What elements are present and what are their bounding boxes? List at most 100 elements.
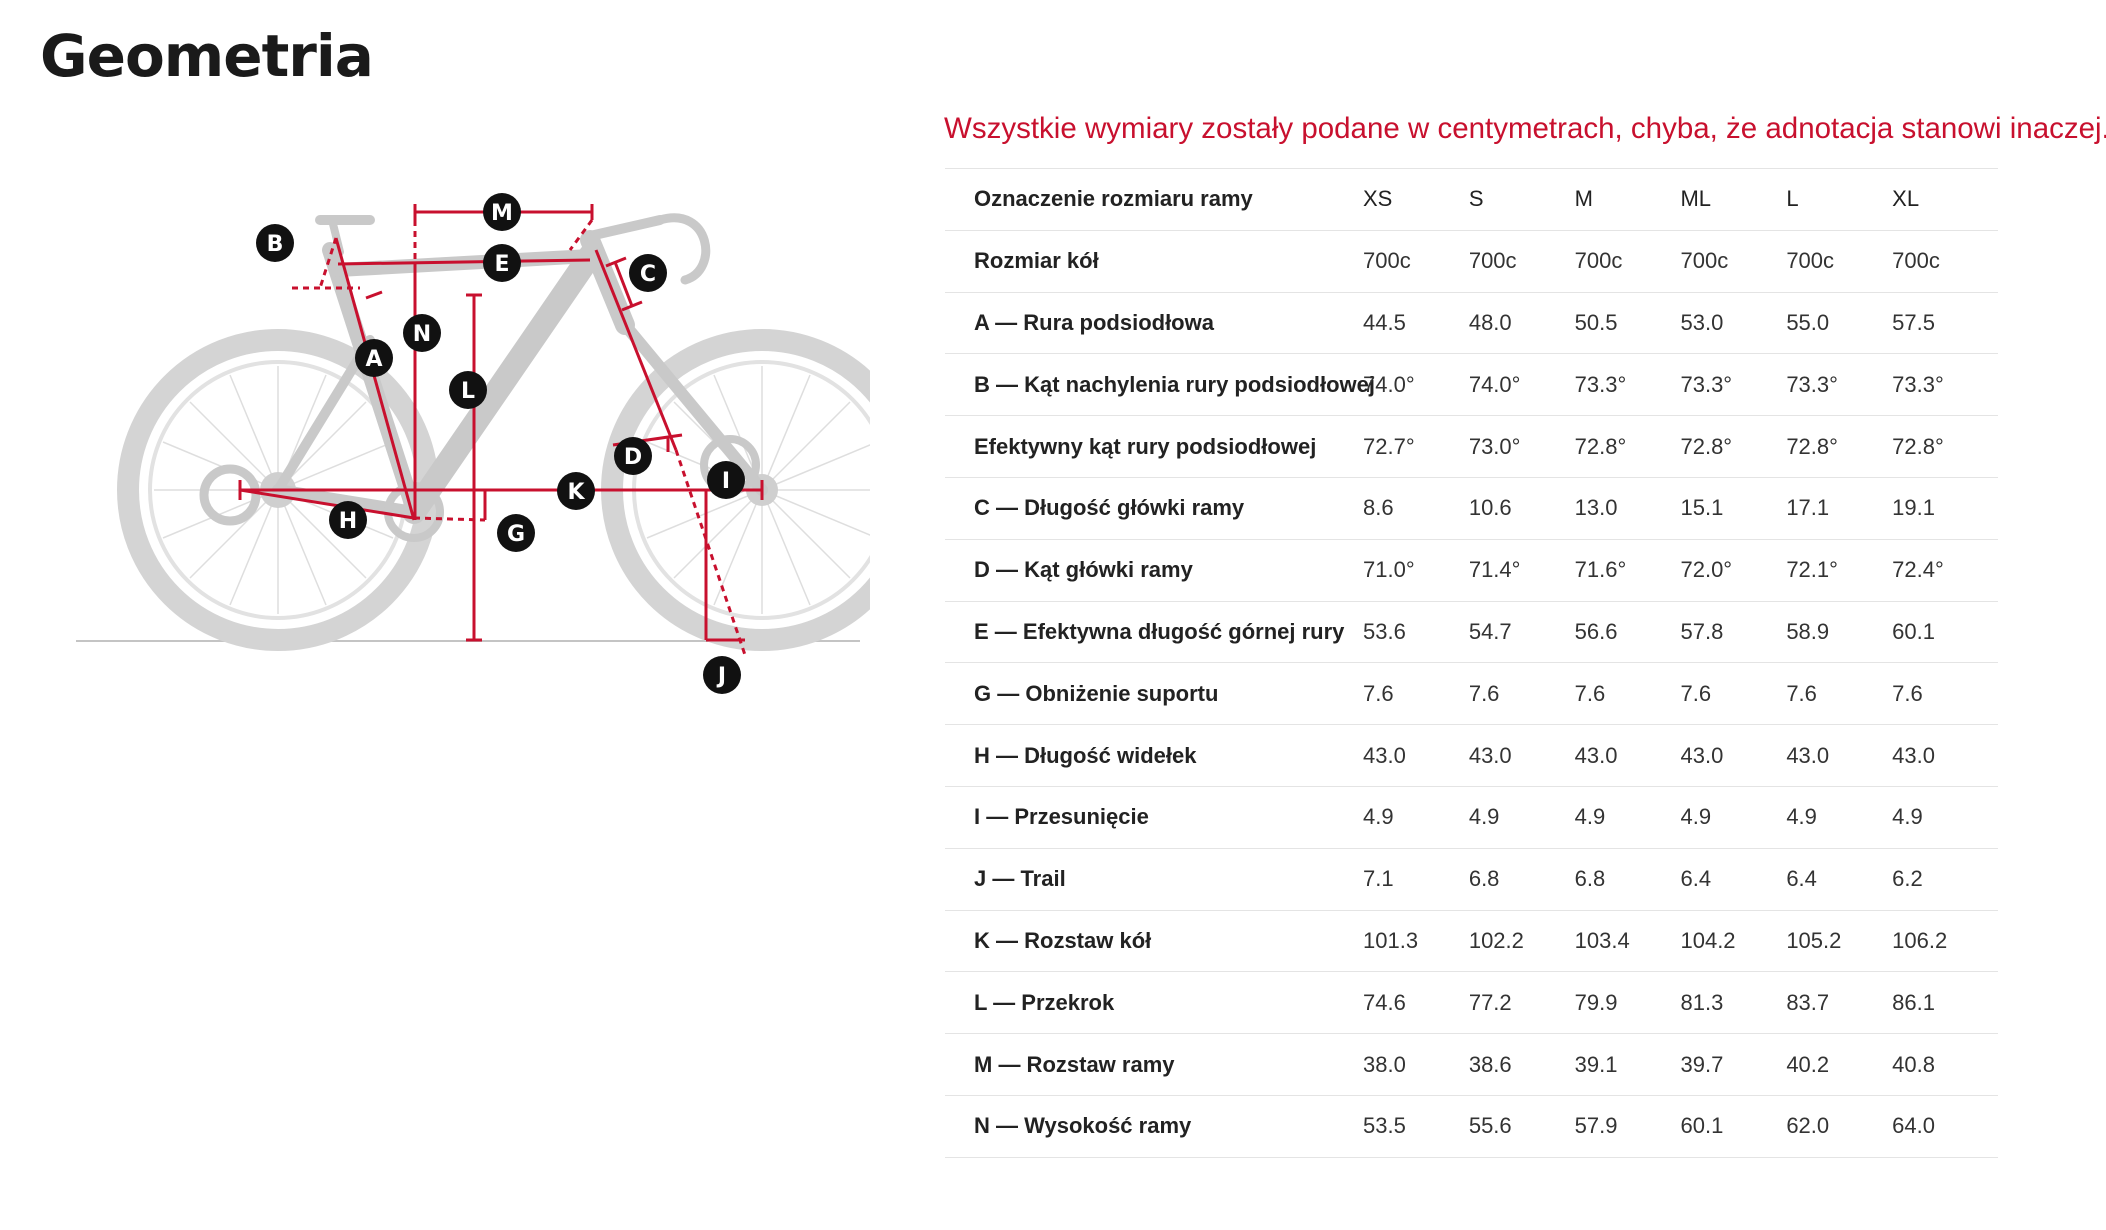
measurement-value: 7.6 <box>1574 662 1681 725</box>
measurement-value: 64.0 <box>1892 1094 1998 1158</box>
table-row: L — Przekrok 74.6 77.2 79.9 81.3 83.7 86.1 <box>945 971 1998 1034</box>
measurement-value: 58.9 <box>1786 600 1893 663</box>
page-title: Geometria <box>40 22 374 90</box>
measurement-label: K — Rozstaw kół <box>945 909 1363 972</box>
measurement-value: 60.1 <box>1892 600 1998 663</box>
measurement-value: 7.6 <box>1468 662 1575 725</box>
table-row: J — Trail 7.1 6.8 6.8 6.4 6.4 6.2 <box>945 847 1998 911</box>
measurement-value: 4.9 <box>1786 785 1893 849</box>
measurement-value: 60.1 <box>1680 1094 1787 1158</box>
measurement-value: 700c <box>1786 229 1893 293</box>
measurement-value: 73.3° <box>1786 353 1893 416</box>
measurement-label: C — Długość główki ramy <box>945 476 1363 540</box>
measurement-value: 53.0 <box>1680 291 1787 354</box>
measurement-value: 83.7 <box>1786 971 1893 1034</box>
measurement-label: H — Długość widełek <box>945 724 1363 787</box>
measurement-value: 106.2 <box>1892 909 1998 972</box>
measurement-label: J — Trail <box>945 847 1363 911</box>
measurement-value: 700c <box>1680 229 1787 293</box>
measurement-value: 86.1 <box>1892 971 1998 1034</box>
measurement-value: 71.4° <box>1468 538 1575 602</box>
measurement-value: 53.5 <box>1363 1094 1469 1158</box>
measurement-value: 700c <box>1468 229 1575 293</box>
table-row: H — Długość widełek 43.0 43.0 43.0 43.0 43.0 4… <box>945 724 1998 787</box>
bike-geometry-diagram: M B E C N A L D I K H G J <box>76 193 870 694</box>
measurement-value: 7.1 <box>1363 847 1469 911</box>
svg-text:G: G <box>507 522 525 547</box>
measurement-value: 102.2 <box>1468 909 1575 972</box>
measurement-value: 4.9 <box>1363 785 1469 849</box>
measurement-value: 73.3° <box>1892 353 1998 416</box>
table-row: B — Kąt nachylenia rury podsiodłowej 74.0… <box>945 353 1998 416</box>
measurement-value: 72.8° <box>1574 415 1681 478</box>
measurement-label: A — Rura podsiodłowa <box>945 291 1363 354</box>
size-header: ML <box>1680 168 1787 231</box>
measurement-value: 43.0 <box>1363 724 1469 787</box>
svg-text:N: N <box>413 322 431 347</box>
measurement-value: 15.1 <box>1680 476 1787 540</box>
measurement-value: 7.6 <box>1786 662 1893 725</box>
measurement-value: 40.8 <box>1892 1033 1998 1096</box>
measurement-value: 73.3° <box>1574 353 1681 416</box>
size-header: M <box>1574 168 1681 231</box>
units-note: Wszystkie wymiary zostały podane w centy… <box>944 112 2106 145</box>
svg-text:L: L <box>461 379 475 404</box>
svg-text:A: A <box>365 347 382 372</box>
measurement-value: 101.3 <box>1363 909 1469 972</box>
measurement-value: 39.1 <box>1574 1033 1681 1096</box>
svg-text:E: E <box>494 252 509 277</box>
marker-g: G <box>497 514 535 552</box>
table-row: N — Wysokość ramy 53.5 55.6 57.9 60.1 62.0 64.… <box>945 1094 1998 1158</box>
measurement-value: 19.1 <box>1892 476 1998 540</box>
measurement-value: 72.7° <box>1363 415 1469 478</box>
measurement-value: 104.2 <box>1680 909 1787 972</box>
geometry-table-body: Rozmiar kół 700c 700c 700c 700c 700c 700c A — R… <box>945 229 1998 1158</box>
measurement-value: 43.0 <box>1468 724 1575 787</box>
measurement-value: 73.3° <box>1680 353 1787 416</box>
measurement-value: 71.6° <box>1574 538 1681 602</box>
marker-i: I <box>707 461 745 499</box>
measurement-value: 39.7 <box>1680 1033 1787 1096</box>
measurement-value: 40.2 <box>1786 1033 1893 1096</box>
marker-h: H <box>329 501 367 539</box>
table-row: K — Rozstaw kół 101.3 102.2 103.4 104.2 105.2… <box>945 909 1998 972</box>
table-header-row: Oznaczenie rozmiaru ramy XS S M ML L XL <box>945 168 1998 231</box>
size-header: XS <box>1363 168 1469 231</box>
measurement-label: G — Obniżenie suportu <box>945 662 1363 725</box>
size-header: L <box>1786 168 1893 231</box>
measurement-value: 74.0° <box>1363 353 1469 416</box>
marker-b: B <box>256 224 294 262</box>
measurement-label: N — Wysokość ramy <box>945 1094 1363 1158</box>
measurement-value: 13.0 <box>1574 476 1681 540</box>
marker-k: K <box>557 472 595 510</box>
table-row: D — Kąt główki ramy 71.0° 71.4° 71.6° 72.0° 7… <box>945 538 1998 602</box>
table-row: I — Przesunięcie 4.9 4.9 4.9 4.9 4.9 4.9 <box>945 785 1998 849</box>
table-row: C — Długość główki ramy 8.6 10.6 13.0 15.1 17… <box>945 476 1998 540</box>
measurement-value: 43.0 <box>1574 724 1681 787</box>
measurement-value: 71.0° <box>1363 538 1469 602</box>
measurement-value: 38.6 <box>1468 1033 1575 1096</box>
measurement-value: 10.6 <box>1468 476 1575 540</box>
measurement-value: 48.0 <box>1468 291 1575 354</box>
measurement-value: 55.0 <box>1786 291 1893 354</box>
measurement-value: 53.6 <box>1363 600 1469 663</box>
svg-text:K: K <box>567 480 585 505</box>
marker-e: E <box>483 244 521 282</box>
measurement-value: 57.9 <box>1574 1094 1681 1158</box>
table-row: M — Rozstaw ramy 38.0 38.6 39.1 39.7 40.2 40.8 <box>945 1033 1998 1096</box>
measurement-value: 50.5 <box>1574 291 1681 354</box>
size-header: S <box>1468 168 1575 231</box>
measurement-label: L — Przekrok <box>945 971 1363 1034</box>
measurement-value: 72.1° <box>1786 538 1893 602</box>
size-header: XL <box>1892 168 1998 231</box>
measurement-value: 43.0 <box>1892 724 1998 787</box>
measurement-value: 7.6 <box>1892 662 1998 725</box>
measurement-value: 72.4° <box>1892 538 1998 602</box>
measurement-label: D — Kąt główki ramy <box>945 538 1363 602</box>
svg-text:J: J <box>716 664 726 689</box>
measurement-value: 54.7 <box>1468 600 1575 663</box>
marker-j: J <box>703 656 741 694</box>
measurement-value: 74.6 <box>1363 971 1469 1034</box>
measurement-label: Efektywny kąt rury podsiodłowej <box>945 415 1363 478</box>
table-row: A — Rura podsiodłowa 44.5 48.0 50.5 53.0 55.0… <box>945 291 1998 354</box>
